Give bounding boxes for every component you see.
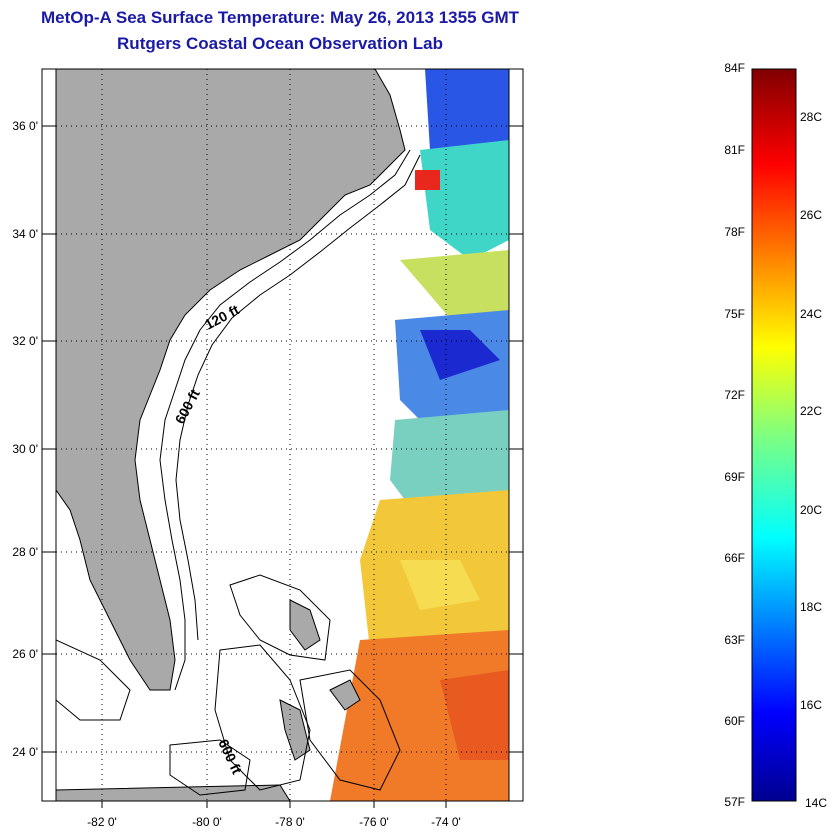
colorbar-f-label: 60F — [724, 714, 745, 728]
bathymetry-contours — [56, 149, 421, 796]
lon-label: -78 0' — [275, 815, 305, 829]
colorbar-c-label: 14C — [805, 796, 828, 810]
colorbar-f-label: 84F — [724, 61, 745, 75]
colorbar-c-label: 18C — [800, 600, 823, 614]
lat-label: 30 0' — [12, 442, 38, 456]
colorbar-f-label: 69F — [724, 470, 745, 484]
colorbar-f-label: 63F — [724, 633, 745, 647]
sst-swath — [330, 69, 509, 801]
map-title: MetOp-A Sea Surface Temperature: May 26,… — [40, 8, 520, 27]
lat-label: 36 0' — [12, 119, 38, 133]
map-subtitle: Rutgers Coastal Ocean Observation Lab — [117, 34, 443, 53]
lat-label: 34 0' — [12, 227, 38, 241]
colorbar-c-label: 22C — [800, 404, 823, 418]
colorbar-c-label: 28C — [800, 110, 823, 124]
map-grid — [56, 69, 509, 801]
colorbar-c-label: 20C — [800, 503, 823, 517]
lon-label: -82 0' — [87, 815, 117, 829]
lon-label: -80 0' — [192, 815, 222, 829]
colorbar-c-label: 24C — [800, 307, 823, 321]
colorbar-c-label: 26C — [800, 208, 823, 222]
lat-label: 28 0' — [12, 545, 38, 559]
colorbar-f-label: 66F — [724, 551, 745, 565]
lon-label: -76 0' — [359, 815, 389, 829]
colorbar-f-label: 75F — [724, 307, 745, 321]
lat-label: 32 0' — [12, 334, 38, 348]
lat-label: 26 0' — [12, 647, 38, 661]
colorbar-f-label: 57F — [724, 795, 745, 809]
land — [56, 69, 406, 801]
lon-label: -74 0' — [431, 815, 461, 829]
colorbar-c-label: 16C — [800, 698, 823, 712]
colorbar-f-label: 81F — [724, 143, 745, 157]
axis-ticks — [42, 125, 523, 808]
lat-label: 24 0' — [12, 745, 38, 759]
colorbar — [751, 68, 797, 802]
colorbar-f-label: 72F — [724, 388, 745, 402]
colorbar-f-label: 78F — [724, 225, 745, 239]
